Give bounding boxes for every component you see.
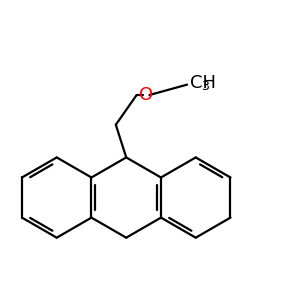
Text: O: O xyxy=(139,86,153,104)
Text: CH: CH xyxy=(190,74,216,92)
Text: 3: 3 xyxy=(201,80,209,93)
